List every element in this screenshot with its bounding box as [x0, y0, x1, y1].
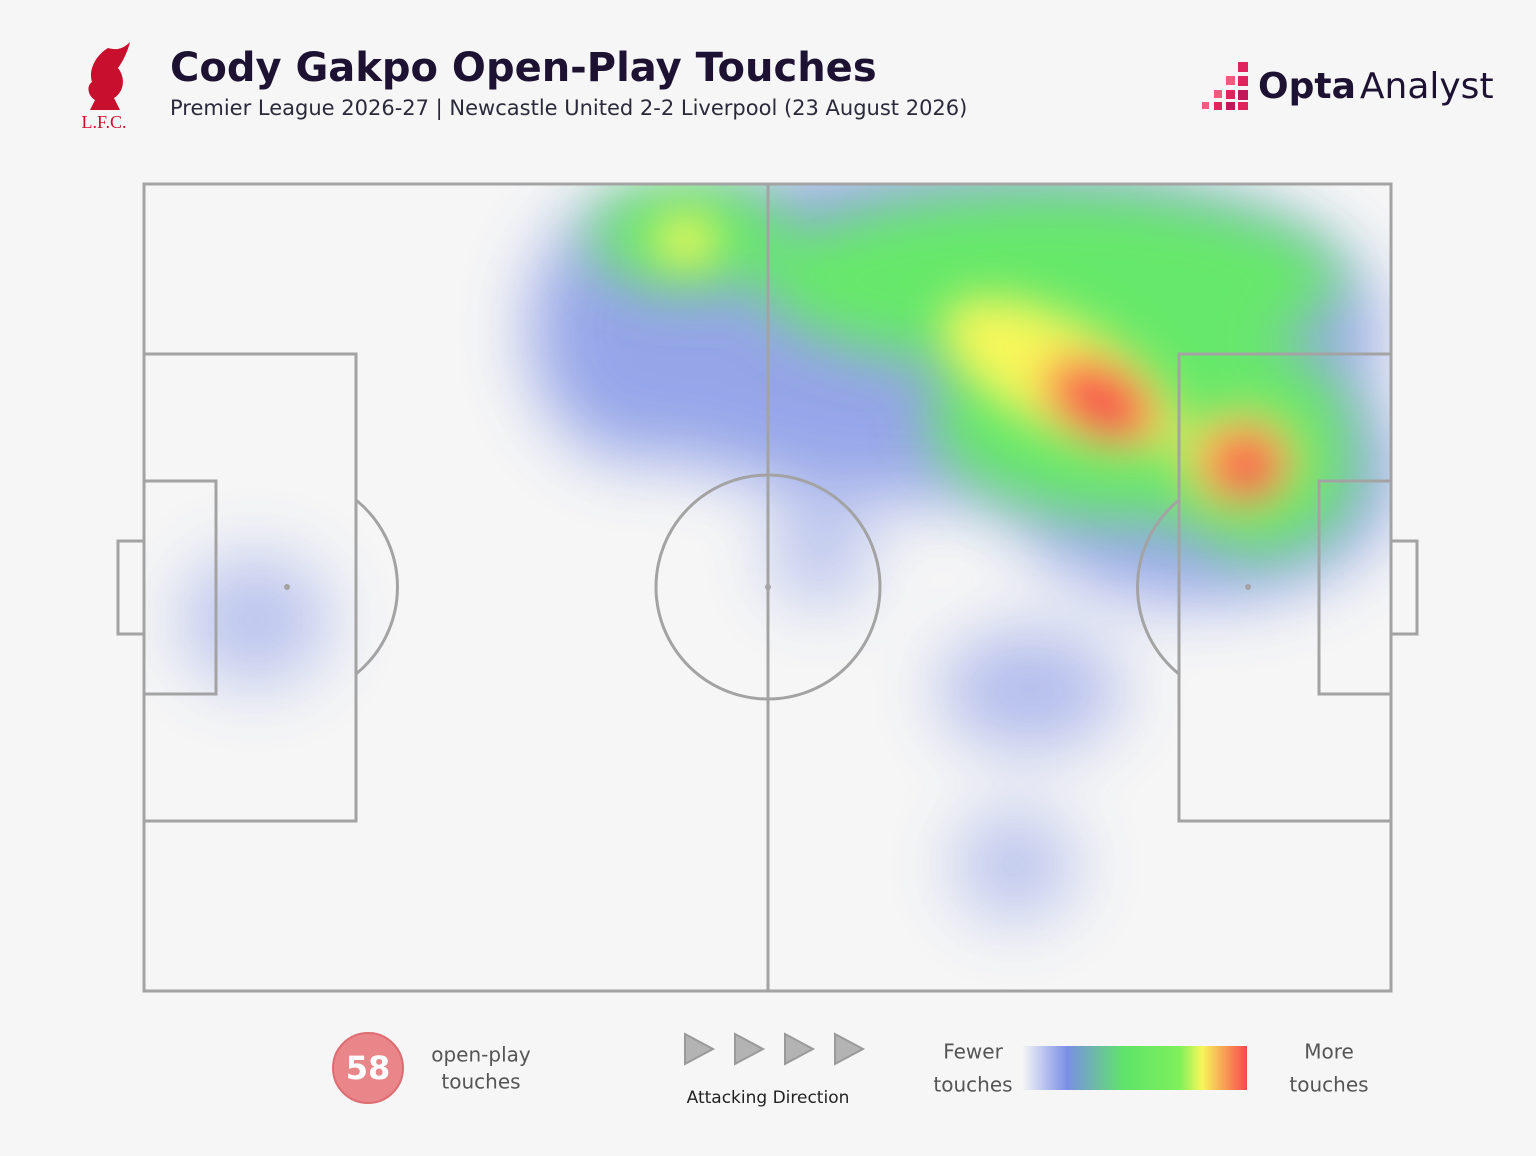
brand-logo: Opta Analyst [1202, 62, 1494, 110]
direction-arrows [684, 1032, 866, 1066]
pitch [116, 182, 1419, 993]
direction-label: Attacking Direction [687, 1088, 850, 1108]
brand-light: Analyst [1360, 66, 1494, 107]
scale-low-label: touches [933, 1073, 1012, 1097]
scale-high-label: touches [1289, 1073, 1368, 1097]
touches-label: touches [441, 1070, 520, 1094]
title: Cody Gakpo Open-Play Touches [170, 45, 877, 91]
scale-high-label: More [1304, 1040, 1354, 1064]
touches-count: 58 [346, 1049, 391, 1087]
club-crest: L.F.C. [81, 42, 130, 132]
brand-bold: Opta [1258, 66, 1356, 107]
brand-name: Opta Analyst [1258, 66, 1494, 107]
scale-low-label: Fewer [943, 1040, 1003, 1064]
color-scale [1022, 1046, 1247, 1090]
club-name: L.F.C. [81, 112, 126, 132]
subtitle: Premier League 2026-27 | Newcastle Unite… [170, 96, 967, 121]
heatmap [180, 184, 1391, 920]
touches-label: open-play [431, 1043, 531, 1067]
touches-badge [332, 1032, 404, 1104]
